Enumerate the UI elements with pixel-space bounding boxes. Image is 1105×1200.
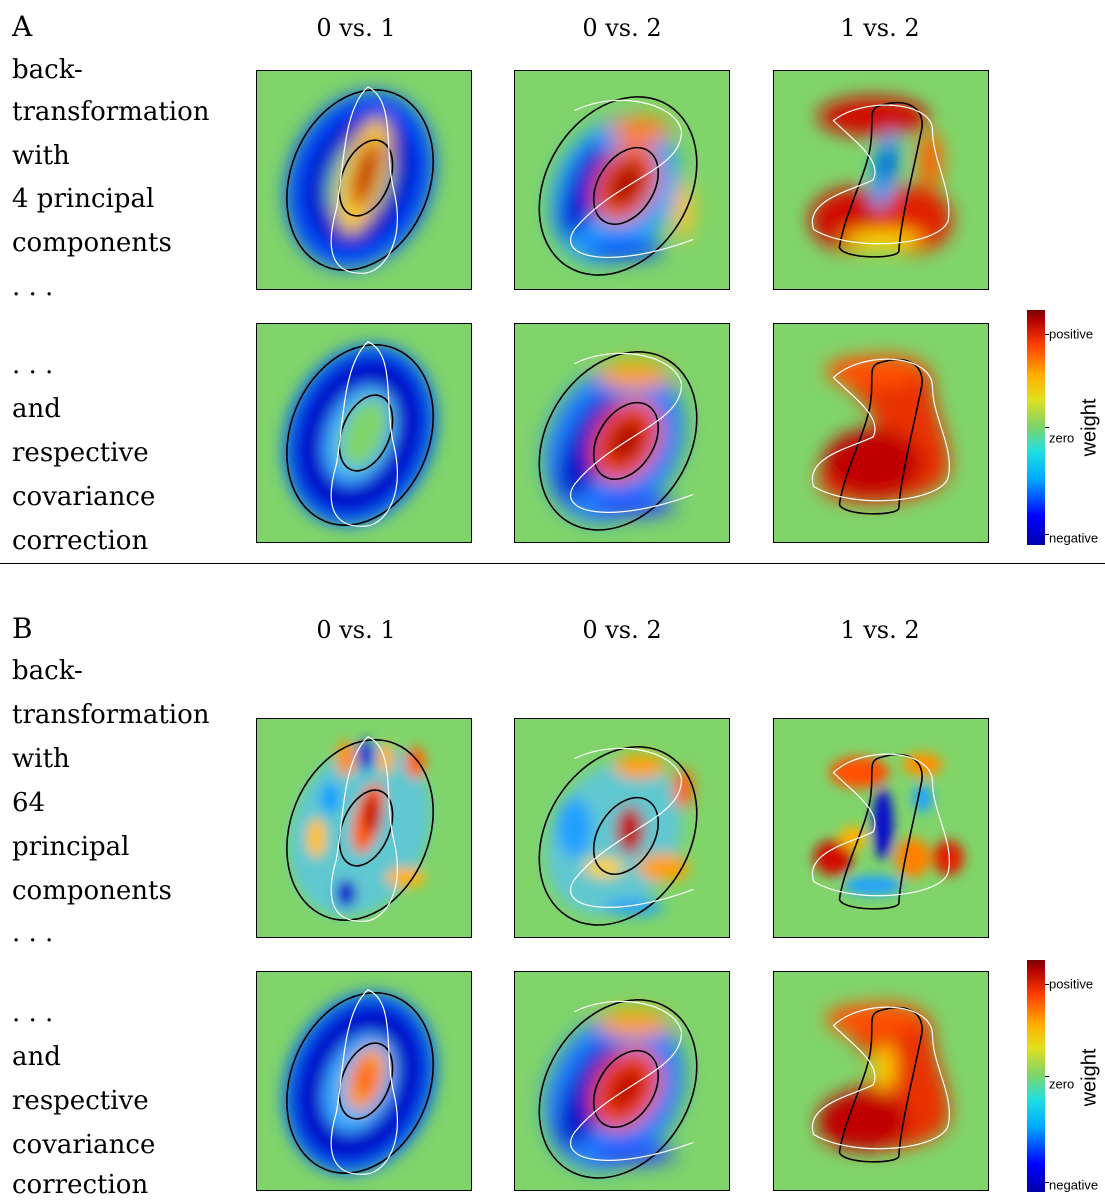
panel-b-row1-line: . . . — [12, 918, 54, 948]
heatmap-a-4pc-1vs2 — [773, 70, 989, 290]
panel-a-col-title-1: 0 vs. 1 — [316, 14, 396, 42]
panel-a-row1-line: transformation — [12, 97, 210, 127]
colorbar-b-negative-label: negative — [1049, 1177, 1099, 1193]
heatmap-a-cov-0vs1 — [256, 323, 472, 543]
panel-a-row1-line: . . . — [12, 272, 54, 302]
heatmap-a-cov-1vs2 — [773, 323, 989, 543]
panel-b-row1-line: back- — [12, 656, 83, 686]
colorbar-a-negative-label: negative — [1049, 530, 1099, 546]
panel-b-row1-line: 64 — [12, 788, 46, 818]
heatmap-a-4pc-0vs1 — [256, 70, 472, 290]
panel-a-letter: A — [12, 10, 33, 43]
colorbar-a-title: weight — [1078, 398, 1101, 457]
panel-b-row1-line: principal — [12, 832, 130, 862]
panel-a-row1-line: with — [12, 141, 70, 171]
panel-a-row2-line: and — [12, 394, 61, 424]
panel-b-col-title-1: 0 vs. 1 — [316, 616, 396, 644]
panel-b-row2-line: covariance — [12, 1130, 156, 1160]
panel-b-row1-line: with — [12, 744, 70, 774]
panel-b-col-title-3: 1 vs. 2 — [840, 616, 920, 644]
panel-a-row1-line: 4 principal — [12, 184, 155, 214]
heatmap-b-64pc-0vs1 — [256, 718, 472, 938]
panel-b-row2-line: respective — [12, 1086, 149, 1116]
panel-a-col-title-2: 0 vs. 2 — [582, 14, 662, 42]
colorbar-b-zero-label: zero — [1049, 1076, 1075, 1092]
panel-a-row2-line: respective — [12, 438, 149, 468]
heatmap-a-cov-0vs2 — [514, 323, 730, 543]
panel-b-row1-line: components — [12, 876, 172, 906]
panel-a-row2-line: . . . — [12, 350, 54, 380]
panel-b-row2-line: correction — [12, 1170, 149, 1200]
panel-b-col-title-2: 0 vs. 2 — [582, 616, 662, 644]
colorbar-b: positive zero negative — [1027, 960, 1098, 1193]
panel-a-row1-line: back- — [12, 55, 83, 85]
heatmap-b-cov-0vs1 — [256, 971, 472, 1191]
colorbar-b-title: weight — [1078, 1048, 1101, 1107]
heatmap-b-64pc-0vs2 — [514, 718, 730, 938]
heatmap-b-64pc-1vs2 — [773, 718, 989, 938]
panel-b-row2-line: . . . — [12, 998, 54, 1028]
heatmap-a-4pc-0vs2 — [514, 70, 730, 290]
panel-a-row2-line: covariance — [12, 482, 156, 512]
colorbar-a: positive zero negative — [1027, 310, 1098, 546]
panel-a-row1-line: components — [12, 228, 172, 258]
heatmap-b-cov-1vs2 — [773, 971, 989, 1191]
panel-b-row2-line: and — [12, 1042, 61, 1072]
panel-a-col-title-3: 1 vs. 2 — [840, 14, 920, 42]
panel-b-letter: B — [12, 612, 33, 645]
colorbar-a-positive-label: positive — [1049, 326, 1094, 342]
panel-divider — [0, 563, 1105, 564]
colorbar-a-zero-label: zero — [1049, 430, 1075, 446]
panel-a-row2-line: correction — [12, 526, 149, 556]
heatmap-b-cov-0vs2 — [514, 971, 730, 1191]
panel-b-row1-line: transformation — [12, 700, 210, 730]
colorbar-b-positive-label: positive — [1049, 976, 1094, 992]
